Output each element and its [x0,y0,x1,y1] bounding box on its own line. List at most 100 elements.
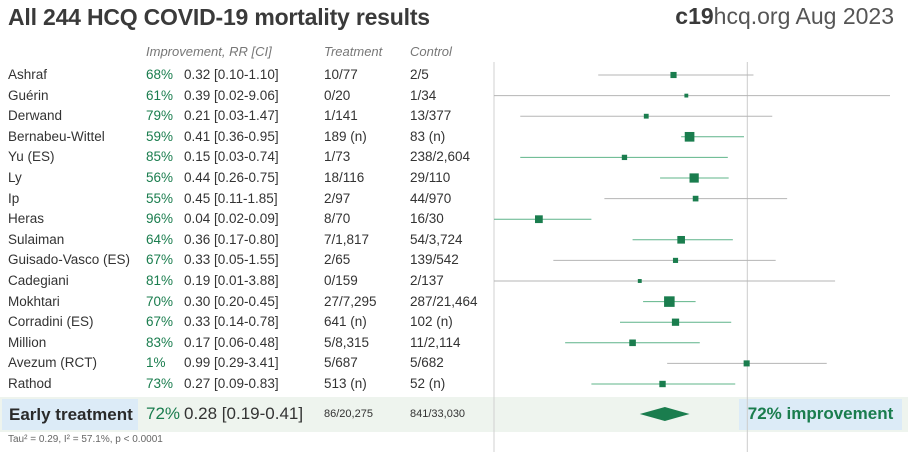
study-improvement: 85% [146,149,174,165]
study-improvement: 67% [146,252,174,268]
study-control: 16/30 [410,211,444,227]
study-control: 11/2,114 [410,334,461,350]
study-control: 44/970 [410,190,452,206]
study-treatment: 18/116 [324,170,365,185]
study-name: Guisado-Vasco (ES) [8,252,131,268]
study-control: 102 (n) [410,314,453,330]
study-name: Ashraf [8,67,48,82]
study-improvement: 79% [146,108,174,124]
study-marker [664,296,675,307]
study-marker [672,257,679,263]
study-improvement: 64% [146,231,174,247]
study-control: 139/542 [410,252,459,268]
study-control: 13/377 [410,108,452,124]
study-control: 29/110 [410,170,451,185]
study-marker [743,360,750,367]
study-name: Avezum (RCT) [8,355,98,371]
summary-improvement-label: 72% improvement [747,404,894,423]
study-improvement: 81% [146,273,174,288]
study-marker [684,93,689,98]
study-improvement: 70% [146,293,174,309]
study-rr: 0.15 [0.03-0.74] [184,149,279,165]
study-rr: 0.21 [0.03-1.47] [184,108,279,124]
study-improvement: 55% [146,190,174,206]
study-control: 83 (n) [410,128,446,144]
study-marker [535,215,543,224]
study-improvement: 83% [146,334,174,350]
study-treatment: 27/7,295 [324,293,377,309]
study-control: 54/3,724 [410,231,463,247]
study-rr: 0.39 [0.02-9.06] [184,87,279,103]
study-name: Bernabeu-Wittel [8,128,105,144]
study-rr: 0.17 [0.06-0.48] [184,334,279,350]
header-control: Control [410,44,452,59]
study-treatment: 0/20 [324,87,351,103]
study-marker [621,154,628,161]
study-marker [659,380,666,388]
footnote: Tau² = 0.29, I² = 57.1%, p < 0.0001 [8,434,163,445]
study-name: Derwand [8,108,63,124]
study-name: Ip [8,190,20,206]
study-marker [670,71,677,79]
study-treatment: 8/70 [324,211,351,227]
study-treatment: 641 (n) [324,314,367,330]
study-rr: 0.33 [0.05-1.55] [184,252,279,268]
header-treatment: Treatment [324,44,383,59]
study-name: Million [8,334,47,350]
study-treatment: 2/97 [324,190,351,206]
summary-treatment: 86/20,275 [324,408,373,420]
study-marker [692,195,699,202]
study-name: Sulaiman [8,231,65,247]
study-rr: 0.04 [0.02-0.09] [184,211,279,227]
study-rr: 0.32 [0.10-1.10] [184,67,279,82]
study-rr: 0.99 [0.29-3.41] [184,355,279,371]
study-name: Corradini (ES) [8,314,94,330]
study-marker [689,173,699,183]
study-improvement: 56% [146,170,174,185]
study-control: 238/2,604 [410,149,471,165]
study-rr: 0.36 [0.17-0.80] [184,231,279,247]
study-treatment: 2/65 [324,252,351,268]
study-treatment: 0/159 [324,273,358,288]
study-improvement: 73% [146,376,174,391]
summary-label: Early treatment [9,405,133,424]
study-rr: 0.19 [0.01-3.88] [184,273,279,288]
study-name: Rathod [8,376,52,391]
study-treatment: 5/687 [324,355,358,371]
study-name: Guérin [8,87,49,103]
study-name: Yu (ES) [8,149,55,165]
study-treatment: 1/73 [324,149,351,165]
brand-bold: c19 [675,3,714,29]
study-improvement: 67% [146,314,174,330]
study-marker [684,131,695,142]
study-rr: 0.33 [0.14-0.78] [184,314,279,330]
study-rr: 0.45 [0.11-1.85] [184,190,278,206]
study-control: 1/34 [410,87,437,103]
study-control: 5/682 [410,355,444,371]
study-rr: 0.44 [0.26-0.75] [184,170,279,185]
brand-rest: hcq.org Aug 2023 [713,3,894,29]
study-treatment: 1/141 [324,108,358,124]
study-marker [629,339,636,347]
header-improvement: Improvement, RR [CI] [146,44,272,59]
study-name: Mokhtari [8,293,60,309]
study-rr: 0.41 [0.36-0.95] [184,128,279,144]
summary-improvement: 72% [146,404,181,423]
study-treatment: 189 (n) [324,128,367,144]
study-improvement: 61% [146,87,174,103]
study-improvement: 68% [146,67,174,82]
study-improvement: 59% [146,128,174,144]
study-marker [637,279,642,283]
study-treatment: 5/8,315 [324,334,370,350]
study-treatment: 513 (n) [324,376,367,391]
study-control: 287/21,464 [410,293,478,309]
study-rr: 0.27 [0.09-0.83] [184,376,279,391]
study-control: 2/137 [410,273,444,288]
study-name: Heras [8,211,45,227]
study-control: 52 (n) [410,376,446,391]
study-name: Ly [8,170,22,185]
brand-label: c19hcq.org Aug 2023 [675,3,894,30]
summary-diamond [639,407,690,421]
summary-right-box [739,399,902,430]
